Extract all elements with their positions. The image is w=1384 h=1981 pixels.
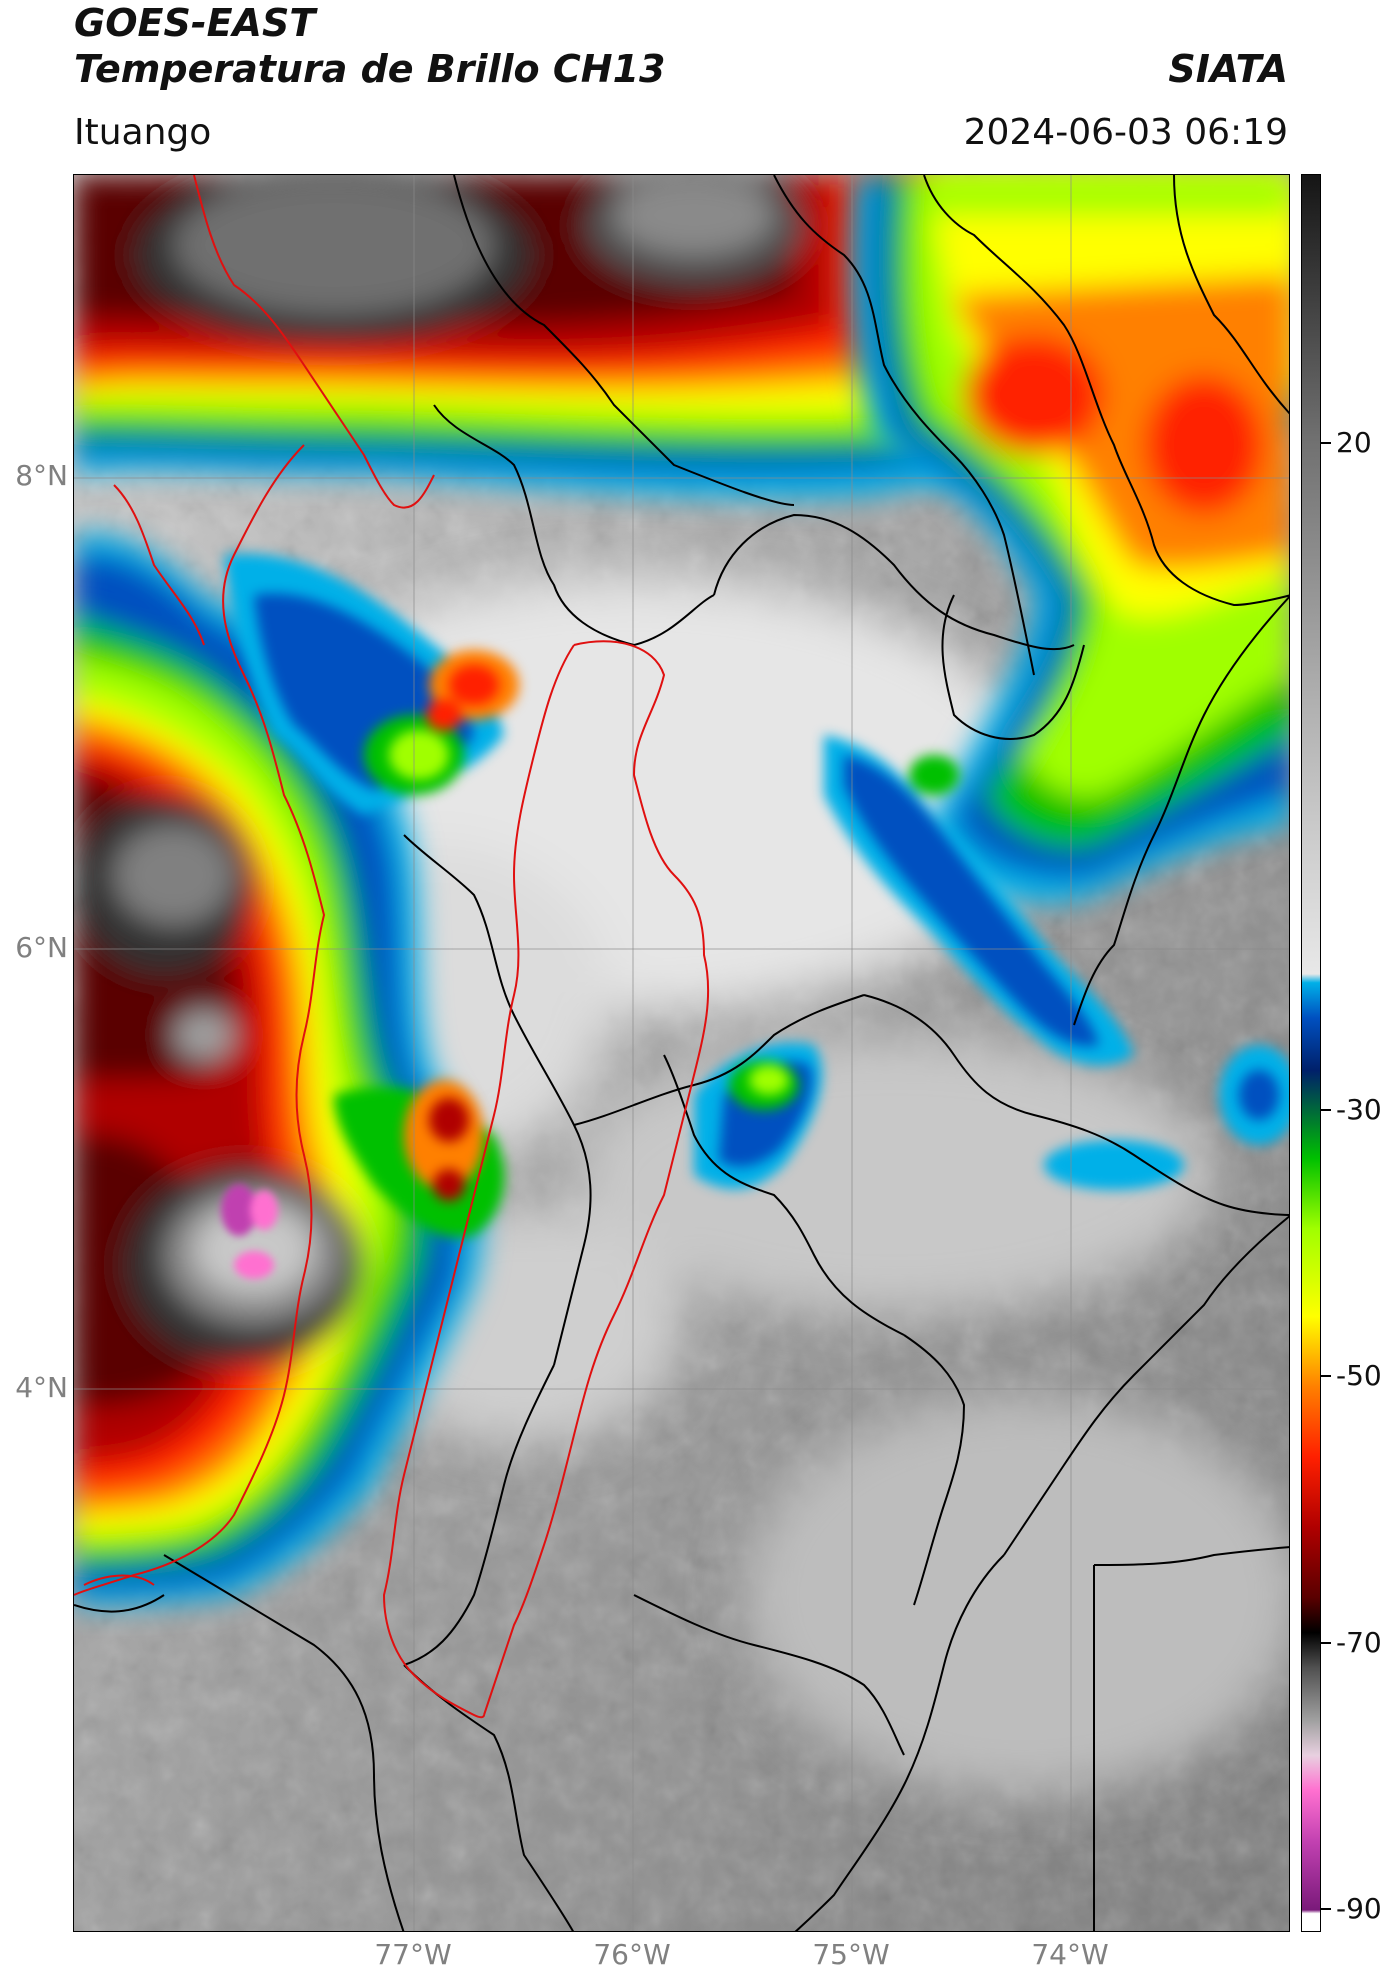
colorbar-label-minus50: -50 [1336,1359,1382,1392]
colorbar-tick-minus30 [1321,1109,1331,1111]
coldest-cloud-tops [221,1184,278,1279]
lat-label-4n: 4°N [15,1371,68,1404]
product-title: Temperatura de Brillo CH13 [74,47,666,91]
location-label: Ituango [74,112,212,153]
title-block: GOES-EAST Temperatura de Brillo CH13 [74,0,665,92]
satellite-title: GOES-EAST [74,1,316,45]
central-convective-cells [224,553,519,1237]
colorbar-label-20: 20 [1336,426,1372,459]
coastline-and-watershed [74,175,710,1719]
brand-label: SIATA [1168,47,1288,91]
lon-label-77w: 77°W [374,1938,452,1971]
lon-label-75w: 75°W [812,1938,890,1971]
eastern-convective-cells [694,735,1289,1190]
lat-label-8n: 8°N [15,459,68,492]
colorbar-tick-minus50 [1321,1375,1331,1377]
lat-label-6n: 6°N [15,931,68,964]
colorbar-label-minus70: -70 [1336,1626,1382,1659]
northeast-convective-system [850,175,1289,903]
colorbar-tick-minus70 [1321,1642,1331,1644]
map-svg [74,175,1289,1931]
department-borders [74,175,1289,1931]
colorbar-tick-20 [1321,442,1331,444]
lon-label-76w: 76°W [593,1938,671,1971]
timestamp-label: 2024-06-03 06:19 [963,112,1288,153]
lon-label-74w: 74°W [1031,1938,1109,1971]
colorbar-label-minus30: -30 [1336,1093,1382,1126]
colorbar-tick-minus90 [1321,1908,1331,1910]
satellite-map [73,174,1290,1932]
colorbar-label-minus90: -90 [1336,1892,1382,1925]
colorbar [1301,174,1321,1932]
